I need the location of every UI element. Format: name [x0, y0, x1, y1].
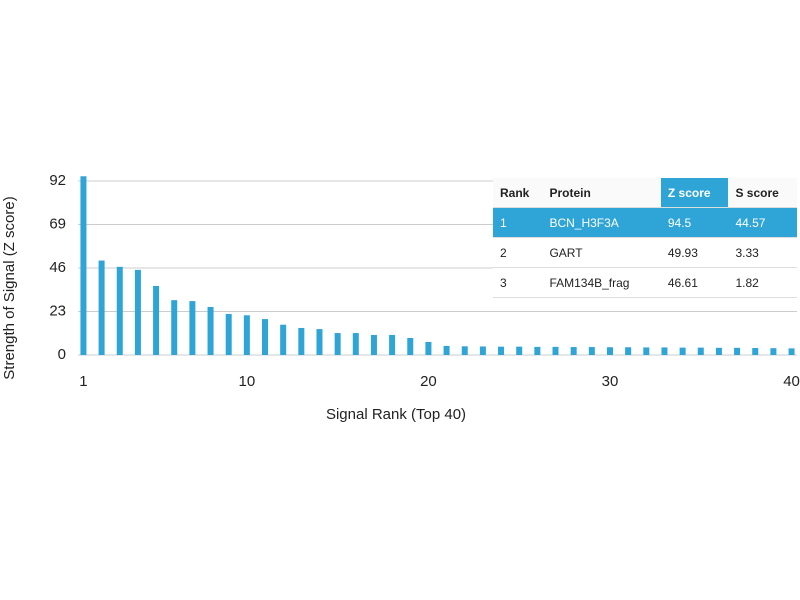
bar: [116, 266, 123, 355]
y-tick-label: 92: [49, 172, 66, 189]
bar: [98, 260, 105, 355]
bar: [588, 347, 595, 355]
table-row: 1 BCN_H3F3A 94.5 44.57: [493, 207, 797, 238]
bar: [407, 337, 414, 355]
table-cell: GART: [542, 237, 661, 268]
bar: [461, 346, 468, 355]
x-tick-label: 20: [420, 373, 437, 390]
table-cell: 1.82: [728, 267, 797, 298]
x-tick-label: 40: [783, 373, 800, 390]
table-cell: 49.93: [660, 237, 729, 268]
table-cell: 46.61: [660, 267, 729, 298]
bar: [770, 348, 777, 355]
x-axis-label: Signal Rank (Top 40): [326, 406, 466, 423]
bar: [625, 347, 632, 355]
bar: [498, 346, 505, 355]
bar: [552, 346, 559, 355]
bar: [189, 301, 196, 355]
table-cell: 1: [493, 207, 543, 238]
bar: [679, 347, 686, 355]
table-cell: 44.57: [728, 207, 797, 238]
table-row: 2 GART 49.93 3.33: [493, 237, 797, 268]
bar: [479, 346, 486, 355]
bar: [443, 345, 450, 355]
y-tick-label: 0: [58, 346, 66, 363]
table-cell: FAM134B_frag: [542, 267, 661, 298]
y-tick-label: 69: [49, 215, 66, 232]
bar: [425, 341, 432, 355]
bar: [225, 313, 232, 355]
bar: [643, 347, 650, 355]
table-cell: 3.33: [728, 237, 797, 268]
table-row: 3 FAM134B_frag 46.61 1.82: [493, 267, 797, 298]
bar: [280, 324, 287, 355]
column-header: Protein: [542, 178, 661, 208]
bar: [370, 334, 377, 355]
x-tick-label: 10: [239, 373, 256, 390]
bar: [715, 347, 722, 355]
column-header: Z score: [660, 178, 729, 208]
bar: [134, 269, 141, 355]
header-row: Rank Protein Z score S score: [493, 178, 797, 208]
bar: [334, 333, 341, 355]
y-axis-label: Strength of Signal (Z score): [1, 196, 18, 379]
bar: [697, 347, 704, 355]
bar: [661, 347, 668, 355]
column-header: S score: [728, 178, 797, 208]
table: Rank Protein Z score S score 1 BCN_H3F3A 94.5 4…: [493, 178, 797, 298]
bar: [298, 327, 305, 355]
bar: [534, 346, 541, 355]
bar: [734, 347, 741, 355]
table-cell: 3: [493, 267, 543, 298]
x-tick-label: 1: [79, 373, 87, 390]
bar: [352, 333, 359, 355]
y-tick-label: 46: [49, 259, 66, 276]
bar: [516, 346, 523, 355]
bar: [153, 285, 160, 355]
table-cell: 2: [493, 237, 543, 268]
bar: [243, 315, 250, 355]
bar: [316, 329, 323, 355]
bar: [389, 334, 396, 355]
column-header: Rank: [493, 178, 543, 208]
bar: [606, 347, 613, 355]
bar: [80, 176, 87, 355]
bar: [570, 347, 577, 355]
table-cell: BCN_H3F3A: [542, 207, 661, 238]
bar: [207, 306, 214, 355]
bar: [788, 348, 795, 355]
x-tick-label: 30: [602, 373, 619, 390]
y-tick-label: 23: [49, 302, 66, 319]
bar: [171, 300, 178, 355]
bar: [752, 348, 759, 355]
bar: [262, 319, 269, 355]
table-cell: 94.5: [660, 207, 729, 238]
